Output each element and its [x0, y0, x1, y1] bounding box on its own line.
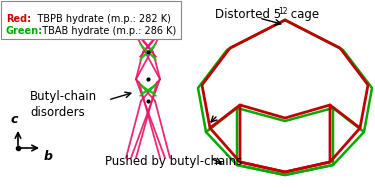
Text: Red:: Red: [6, 14, 31, 24]
Text: TBPB hydrate (m.p.: 282 K): TBPB hydrate (m.p.: 282 K) [28, 14, 171, 24]
Text: Green:: Green: [6, 26, 43, 36]
Text: b: b [44, 150, 53, 163]
Text: Pushed by butyl-chains: Pushed by butyl-chains [105, 155, 242, 168]
Text: c: c [11, 113, 18, 126]
Text: Distorted 5: Distorted 5 [215, 8, 281, 21]
FancyBboxPatch shape [1, 1, 181, 39]
Text: 12: 12 [278, 7, 288, 16]
Text: cage: cage [287, 8, 319, 21]
Text: TBAB hydrate (m.p.: 286 K): TBAB hydrate (m.p.: 286 K) [36, 26, 176, 36]
Text: Butyl-chain
disorders: Butyl-chain disorders [30, 90, 97, 119]
